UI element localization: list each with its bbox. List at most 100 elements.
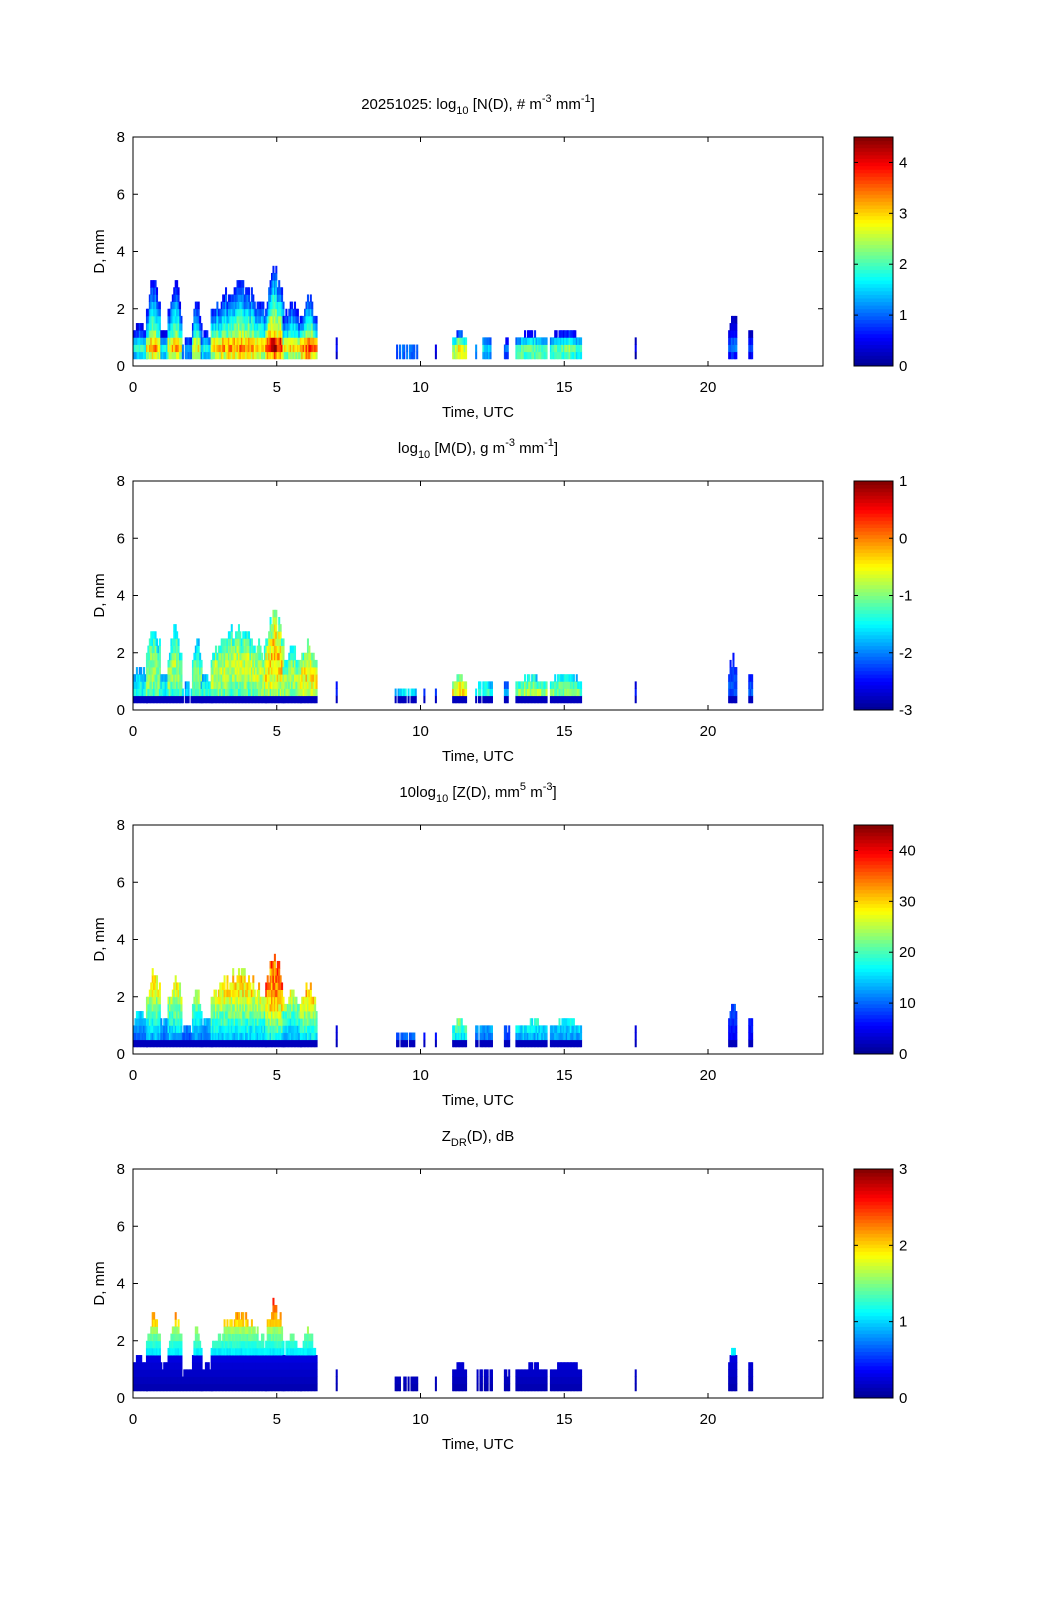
heatmap-cell	[292, 323, 295, 331]
heatmap-cell	[140, 695, 143, 704]
heatmap-cell	[144, 681, 147, 689]
heatmap-cell	[209, 1018, 212, 1026]
heatmap-cell	[295, 1011, 298, 1019]
heatmap-cell	[524, 330, 527, 338]
heatmap-cell	[252, 1025, 255, 1033]
heatmap-cell	[265, 681, 268, 689]
heatmap-cell	[158, 652, 161, 661]
heatmap-cell	[176, 330, 179, 338]
heatmap-cell	[294, 1039, 297, 1048]
heatmap-cell	[230, 1039, 233, 1048]
colorbar-segment	[854, 287, 893, 292]
colorbar-segment	[854, 162, 893, 167]
heatmap-cell	[168, 695, 171, 704]
heatmap-cell	[151, 652, 154, 661]
heatmap-cell	[214, 674, 217, 682]
heatmap-cell	[733, 1011, 736, 1019]
heatmap-cell	[196, 315, 199, 324]
heatmap-cell	[255, 695, 258, 704]
colorbar-segment	[854, 828, 893, 833]
heatmap-cell	[220, 638, 223, 646]
title-prefix: Z	[442, 1128, 451, 1145]
heatmap-cell	[177, 315, 180, 324]
heatmap-cell	[463, 344, 466, 353]
heatmap-cell	[311, 681, 314, 689]
heatmap-cell	[281, 681, 284, 689]
heatmap-cell	[186, 344, 189, 353]
heatmap-cell	[170, 344, 173, 353]
heatmap-cell	[133, 688, 136, 697]
heatmap-cell	[197, 1369, 200, 1377]
heatmap-cell	[558, 1039, 561, 1048]
colorbar-segment	[854, 613, 893, 618]
heatmap-cell	[259, 1039, 262, 1048]
heatmap-cell	[262, 1383, 265, 1392]
heatmap-cell	[256, 351, 259, 360]
heatmap-cell	[406, 351, 409, 360]
heatmap-cell	[236, 695, 239, 704]
heatmap-cell	[197, 1376, 200, 1385]
heatmap-cell	[285, 1018, 288, 1026]
heatmap-cell	[199, 659, 202, 668]
heatmap-cell	[171, 667, 174, 675]
heatmap-cell	[482, 1039, 485, 1048]
heatmap-cell	[279, 645, 282, 654]
heatmap-cell	[268, 989, 271, 998]
heatmap-cell	[291, 301, 294, 310]
heatmap-cell	[275, 996, 278, 1005]
heatmap-cell	[245, 351, 248, 360]
heatmap-cell	[225, 1369, 228, 1377]
heatmap-cell	[557, 337, 560, 345]
heatmap-cell	[552, 1032, 555, 1041]
heatmap-cell	[526, 344, 529, 353]
heatmap-cell	[397, 1032, 400, 1041]
heatmap-cell	[237, 1376, 240, 1385]
heatmap-cell	[193, 996, 196, 1005]
heatmap-cell	[225, 1355, 228, 1363]
heatmap-cell	[226, 315, 229, 324]
heatmap-cell	[253, 1025, 256, 1033]
heatmap-cell	[535, 1018, 538, 1026]
heatmap-cell	[168, 681, 171, 689]
heatmap-cell	[275, 1039, 278, 1048]
heatmap-cell	[567, 1039, 570, 1048]
heatmap-cell	[269, 616, 272, 625]
heatmap-cell	[578, 1032, 581, 1041]
heatmap-cell	[434, 1032, 437, 1041]
heatmap-cell	[565, 1018, 568, 1026]
heatmap-cell	[259, 681, 262, 689]
heatmap-cell	[145, 1003, 148, 1012]
heatmap-cell	[258, 337, 261, 345]
heatmap-cell	[735, 344, 738, 353]
heatmap-cell	[559, 1039, 562, 1048]
heatmap-cell	[230, 1362, 233, 1370]
heatmap-cell	[291, 989, 294, 998]
heatmap-cell	[225, 1025, 228, 1033]
heatmap-cell	[275, 287, 278, 295]
heatmap-cell	[158, 1355, 161, 1363]
heatmap-cell	[403, 688, 406, 697]
heatmap-cell	[271, 667, 274, 675]
heatmap-cell	[506, 344, 509, 353]
heatmap-cell	[398, 688, 401, 697]
heatmap-cell	[249, 1326, 252, 1334]
heatmap-cell	[278, 1003, 281, 1012]
heatmap-cell	[177, 301, 180, 310]
heatmap-cell	[299, 667, 302, 675]
heatmap-cell	[237, 330, 240, 338]
heatmap-cell	[235, 1319, 238, 1327]
heatmap-cell	[751, 351, 754, 360]
heatmap-cell	[227, 688, 230, 697]
heatmap-cell	[229, 323, 232, 331]
heatmap-cell	[278, 287, 281, 295]
heatmap-cell	[151, 315, 154, 324]
heatmap-cell	[216, 652, 219, 661]
heatmap-cell	[199, 1011, 202, 1019]
heatmap-cell	[193, 695, 196, 704]
heatmap-cell	[217, 1383, 220, 1392]
panel-1: 20251025: log10 [N(D), # m-3 mm-1]0 5 10 15…	[91, 93, 907, 421]
heatmap-cell	[503, 1039, 506, 1048]
heatmap-cell	[163, 351, 166, 360]
heatmap-cell	[171, 688, 174, 697]
heatmap-cell	[236, 1319, 239, 1327]
